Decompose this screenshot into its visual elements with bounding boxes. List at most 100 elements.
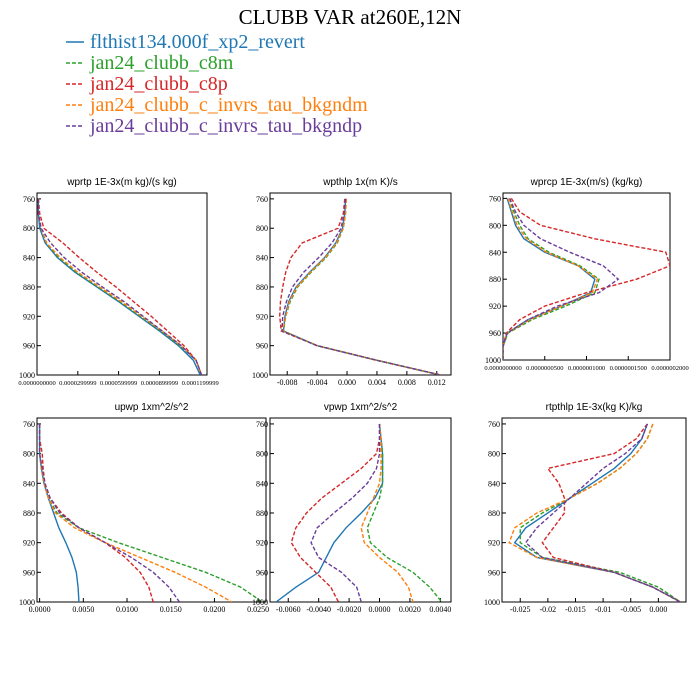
y-tick-label: 960 [488,568,500,577]
legend-label: jan24_clubb_c_invrs_tau_bkgndp [89,115,362,137]
profile-line [503,198,670,360]
x-tick-label: 0.0000001500 [610,365,647,372]
plot-frame [36,417,267,603]
y-tick-label: 800 [489,221,501,230]
y-tick-label: 840 [488,479,500,488]
y-tick-label: 960 [489,329,501,338]
y-tick-label: 880 [488,509,500,518]
x-tick-label: 0.0000000500 [526,365,563,372]
x-tick-label: 0.0000002000 [651,365,688,372]
x-tick-label: 0.008 [398,378,416,387]
y-tick-label: 1000 [19,598,35,607]
y-tick-label: 800 [23,224,35,233]
x-tick-label: -0.008 [277,378,298,387]
x-tick-label: 0.0000899999 [141,380,178,387]
profile-line [366,423,443,602]
profile-line [282,198,441,375]
profile-line [503,198,599,360]
profile-line [275,423,384,602]
y-tick-label: 960 [256,342,268,351]
y-tick-label: 760 [488,420,500,429]
plot-frame [36,192,208,376]
x-tick-label: 0.012 [428,378,446,387]
profile-line [37,198,201,375]
y-tick-label: 840 [23,254,35,263]
panel-title: vpwp 1xm^2/s^2 [324,402,398,413]
x-tick-label: -0.01 [595,605,612,614]
y-tick-label: 800 [256,450,268,459]
legend-label: jan24_clubb_c8p [89,73,228,95]
profile-line [37,198,203,375]
figure-title: CLUBB VAR at260E,12N [239,5,462,29]
profile-line [38,423,181,602]
y-tick-label: 920 [23,312,35,321]
profile-line [513,423,681,602]
x-tick-label: 0.0000000000 [18,380,55,387]
y-tick-label: 800 [256,224,268,233]
x-tick-label: 0.0001199999 [182,380,219,387]
x-tick-label: 0.0020 [399,605,421,614]
y-tick-label: 960 [23,342,35,351]
y-tick-label: 880 [256,283,268,292]
x-tick-label: 0.0000 [29,605,51,614]
y-tick-label: 1000 [252,598,268,607]
y-tick-label: 840 [256,254,268,263]
x-tick-label: 0.0050 [72,605,94,614]
y-tick-label: 760 [256,195,268,204]
y-tick-label: 880 [23,509,35,518]
y-tick-label: 1000 [484,598,500,607]
profile-line [508,423,681,602]
profile-line [541,423,681,602]
x-tick-label: 0.0000 [369,605,391,614]
profile-line [360,423,414,602]
y-tick-label: 960 [23,568,35,577]
profile-line [38,423,80,602]
profile-line [38,423,154,602]
x-tick-label: 0.0200 [203,605,225,614]
legend-label: flthist134.000f_xp2_revert [90,31,305,53]
y-tick-label: 920 [488,539,500,548]
y-tick-label: 1000 [252,371,268,380]
y-tick-label: 920 [256,539,268,548]
y-tick-label: 920 [489,302,501,311]
x-tick-label: 0.000 [649,605,667,614]
y-tick-label: 760 [256,420,268,429]
profile-line [503,198,620,360]
panel-title: wprtp 1E-3x(m kg)/(s kg) [66,177,176,188]
x-tick-label: 0.004 [368,378,386,387]
y-tick-label: 840 [489,248,501,257]
profile-line [290,423,381,602]
x-tick-label: 0.0100 [116,605,138,614]
legend-label: jan24_clubb_c_invrs_tau_bkgndm [89,94,368,116]
y-tick-label: 840 [256,479,268,488]
y-tick-label: 800 [488,450,500,459]
y-tick-label: 880 [489,275,501,284]
profile-line [37,198,203,375]
y-tick-label: 840 [23,479,35,488]
x-tick-label: 0.0150 [160,605,182,614]
profile-line [281,198,441,375]
profile-line [519,423,681,602]
y-tick-label: 760 [23,195,35,204]
y-tick-label: 760 [489,194,501,203]
plot-frame [269,417,452,603]
profile-line [37,198,203,375]
y-tick-label: 1000 [19,371,35,380]
profile-line [281,198,441,375]
x-tick-label: 0.0250 [247,605,269,614]
profile-line [503,198,600,360]
legend-label: jan24_clubb_c8m [89,52,234,74]
panel-title: wprcp 1E-3x(m/s) (kg/kg) [530,177,643,188]
y-tick-label: 800 [23,450,35,459]
y-tick-label: 960 [256,568,268,577]
x-tick-label: -0.02 [540,605,557,614]
x-tick-label: 0.0040 [429,605,451,614]
profile-line [37,198,203,375]
panel-title: rtpthlp 1E-3x(kg K)/kg [546,402,643,413]
x-tick-label: 0.0000299999 [59,380,96,387]
x-tick-label: -0.0040 [306,605,331,614]
x-tick-label: 0.000 [338,378,356,387]
y-tick-label: 880 [23,283,35,292]
x-tick-label: -0.005 [620,605,641,614]
profile-line [279,198,441,375]
